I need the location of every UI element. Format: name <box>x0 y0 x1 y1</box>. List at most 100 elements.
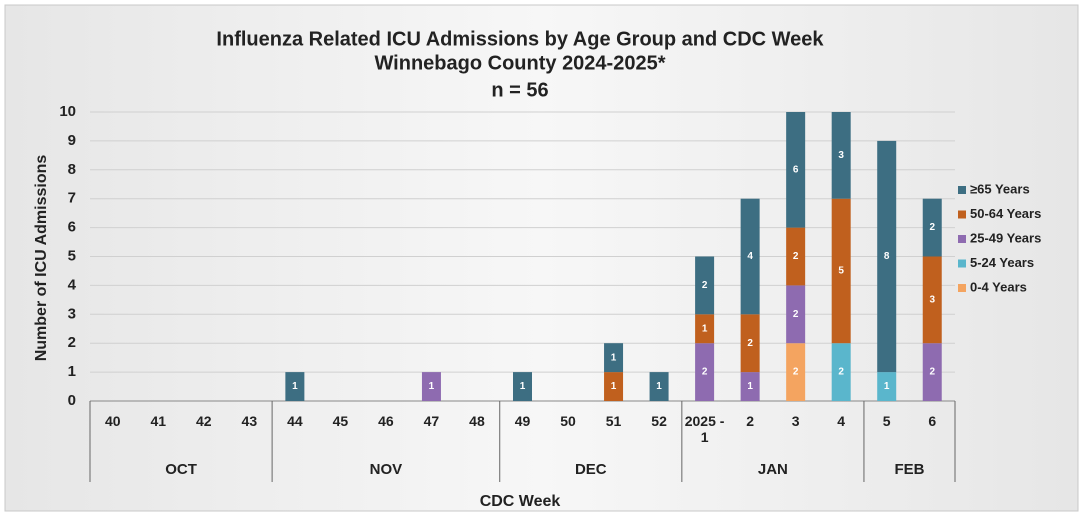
bar-segment <box>513 372 532 401</box>
data-label: 3 <box>838 150 844 161</box>
x-tick-label: 47 <box>423 413 440 429</box>
data-label: 1 <box>520 381 526 392</box>
legend-label: 5-24 Years <box>970 255 1034 270</box>
data-label: 2 <box>929 367 935 378</box>
y-tick-label: 3 <box>68 305 76 322</box>
legend-label: 50-64 Years <box>970 206 1041 221</box>
chart-note: n = 56 <box>491 79 548 101</box>
bar-segment <box>285 372 305 401</box>
bar-segment <box>695 256 715 315</box>
bar-segment <box>695 314 715 344</box>
legend-label: 0-4 Years <box>970 279 1027 294</box>
data-label: 4 <box>747 251 753 262</box>
bars <box>285 112 942 401</box>
data-label: 1 <box>702 323 708 334</box>
x-tick-label: 40 <box>104 413 121 429</box>
x-tick-label-box: 40 <box>104 413 121 429</box>
x-tick-label: 6 <box>928 413 937 429</box>
month-label: JAN <box>758 461 788 478</box>
y-tick-label: 2 <box>68 334 76 351</box>
bar-segment <box>649 372 669 401</box>
bar-segment <box>786 227 806 286</box>
x-tick-label: 2025 - 1 <box>684 413 725 445</box>
x-tick-label: 44 <box>287 413 303 429</box>
bar-segment <box>922 198 942 257</box>
bar-segment <box>604 372 624 401</box>
bar-segment <box>922 256 942 344</box>
bar-segment <box>877 140 897 373</box>
data-label: 8 <box>884 251 890 262</box>
data-label: 1 <box>429 381 435 392</box>
data-label: 5 <box>838 266 844 277</box>
x-tick-label-box: 44 <box>287 413 303 429</box>
legend-label: ≥65 Years <box>970 181 1030 196</box>
chart-subtitle: Winnebago County 2024-2025* <box>374 52 665 74</box>
bar-segment <box>740 314 760 373</box>
x-tick-label-box: 49 <box>514 413 531 429</box>
x-tick-label-box: 6 <box>928 413 937 429</box>
data-label: 2 <box>702 367 708 378</box>
data-label: 2 <box>793 367 799 378</box>
bar-segment <box>421 372 441 401</box>
bar-segment <box>604 343 624 373</box>
y-tick-label: 10 <box>59 103 76 120</box>
legend-swatch <box>958 284 966 292</box>
data-label: 6 <box>793 164 799 175</box>
month-label: NOV <box>370 461 403 478</box>
bar-segment <box>786 285 806 344</box>
x-tick-label-box: 45 <box>332 413 349 429</box>
x-tick-label-box: 5 <box>882 413 891 429</box>
data-label: 2 <box>747 338 753 349</box>
x-tick-label: 2 <box>746 413 755 429</box>
x-tick-label: 50 <box>560 413 576 429</box>
chart-title: Influenza Related ICU Admissions by Age … <box>216 28 824 50</box>
y-tick-label: 4 <box>68 276 77 293</box>
x-tick-label-box: 43 <box>241 413 258 429</box>
x-tick-label-box: 2 <box>746 413 755 429</box>
x-tick-label: 52 <box>651 413 667 429</box>
y-axis-label: Number of ICU Admissions <box>33 155 50 362</box>
y-tick-label: 0 <box>68 392 76 409</box>
x-tick-label: 41 <box>150 413 167 429</box>
bar-segment <box>786 343 806 401</box>
x-tick-label-box: 46 <box>378 413 394 429</box>
bar-segment <box>695 343 715 401</box>
x-tick-label-box: 2025 - 1 <box>684 413 725 445</box>
bar-segment <box>740 198 760 315</box>
data-label: 1 <box>611 352 617 363</box>
y-tick-label: 6 <box>68 219 76 236</box>
x-tick-label-box: 41 <box>150 413 167 429</box>
data-label: 1 <box>747 381 753 392</box>
x-tick-label: 49 <box>514 413 531 429</box>
legend-swatch <box>958 210 966 219</box>
x-axis-label: CDC Week <box>480 493 561 510</box>
x-tick-label: 5 <box>882 413 891 429</box>
x-tick-label: 42 <box>196 413 212 429</box>
y-tick-label: 9 <box>68 132 76 149</box>
month-label: OCT <box>165 461 197 478</box>
legend-swatch <box>958 186 966 194</box>
bar-segment <box>877 372 897 401</box>
bar-segment <box>831 112 851 199</box>
x-tick-label-box: 50 <box>560 413 576 429</box>
bar-segment <box>740 372 760 401</box>
data-label: 2 <box>838 367 844 378</box>
legend-label: 25-49 Years <box>970 230 1041 245</box>
x-tick-label: 46 <box>378 413 394 429</box>
data-label: 2 <box>929 222 935 233</box>
month-label: DEC <box>575 461 607 478</box>
x-tick-label-box: 47 <box>423 413 440 429</box>
background <box>4 4 1079 512</box>
data-label: 3 <box>929 294 935 305</box>
x-tick-label-box: 4 <box>837 413 845 429</box>
x-tick-label: 43 <box>241 413 258 429</box>
month-label: FEB <box>894 461 924 478</box>
data-label: 1 <box>884 381 890 392</box>
bar-segment <box>831 198 851 344</box>
data-label: 1 <box>656 381 662 392</box>
y-tick-label: 1 <box>68 363 76 380</box>
legend-swatch <box>958 259 966 268</box>
data-label: 2 <box>793 309 799 320</box>
x-tick-label: 45 <box>332 413 349 429</box>
